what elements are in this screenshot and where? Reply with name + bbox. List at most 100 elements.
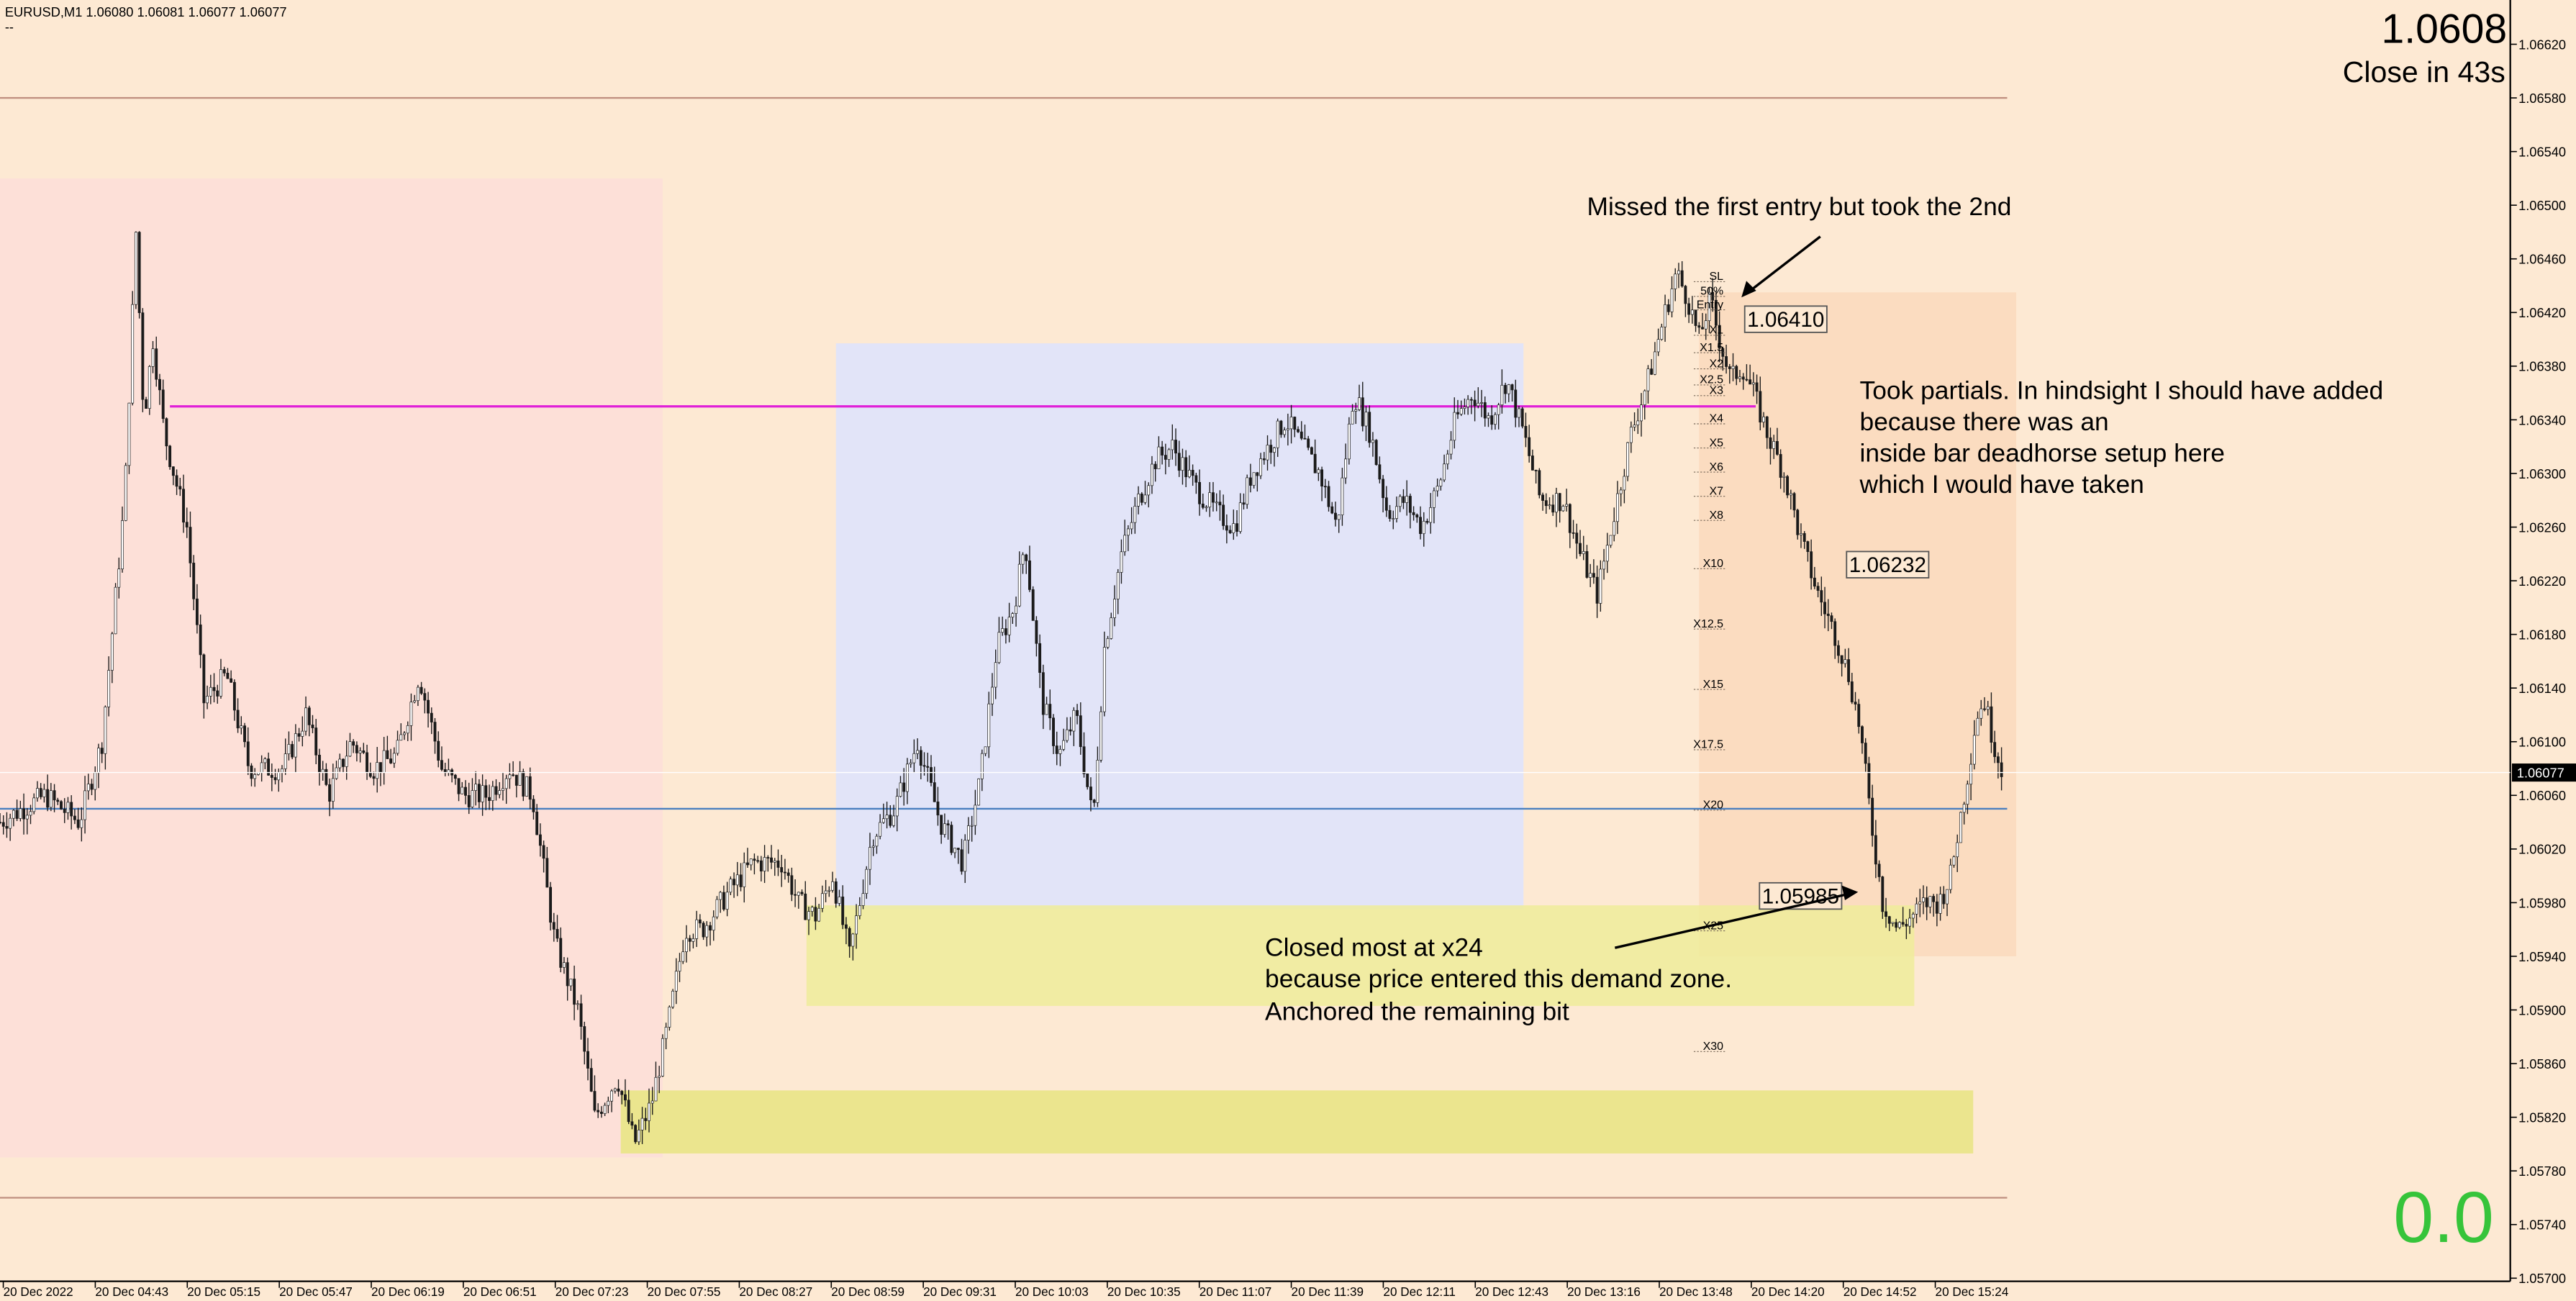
candle-body bbox=[1025, 554, 1028, 561]
candle-body bbox=[1867, 763, 1871, 799]
candle-body bbox=[1664, 304, 1667, 327]
candle-body bbox=[514, 774, 518, 786]
candle-body bbox=[1572, 532, 1575, 534]
candle-body bbox=[722, 892, 725, 910]
candle-body bbox=[168, 445, 172, 468]
x-tick-label: 20 Dec 12:43 bbox=[1475, 1285, 1548, 1299]
candle-body bbox=[1847, 659, 1851, 682]
candle-body bbox=[1915, 903, 1918, 915]
candle-body bbox=[1640, 404, 1643, 422]
candle-body bbox=[1751, 382, 1755, 385]
candle-body bbox=[491, 786, 494, 801]
candle-body bbox=[413, 700, 417, 702]
candle-body bbox=[1786, 476, 1790, 496]
candle-body bbox=[53, 790, 56, 801]
candle-body bbox=[230, 678, 233, 683]
candle-body bbox=[399, 734, 403, 741]
candle-body bbox=[1439, 479, 1443, 486]
candle-body bbox=[1256, 472, 1259, 476]
close-countdown: Close in 43s bbox=[2343, 55, 2505, 89]
x-tick-label: 20 Dec 15:24 bbox=[1936, 1285, 2009, 1299]
candle-body bbox=[226, 673, 230, 679]
candle-body bbox=[671, 990, 675, 1007]
x-tick-label: 20 Dec 14:20 bbox=[1751, 1285, 1825, 1299]
candle-body bbox=[1782, 476, 1786, 478]
candle-body bbox=[1466, 399, 1470, 407]
candle-body bbox=[1157, 446, 1161, 470]
candle-body bbox=[1802, 532, 1806, 542]
current-price-tag-layer: 1.06077 bbox=[0, 763, 2576, 782]
candle-body bbox=[304, 707, 307, 732]
zones-layer bbox=[0, 178, 2017, 1158]
y-tick-label: 1.05780 bbox=[2518, 1164, 2566, 1179]
candle-body bbox=[301, 730, 304, 737]
y-tick-label: 1.06300 bbox=[2518, 466, 2566, 481]
candle-body bbox=[209, 686, 212, 697]
candle-body bbox=[1518, 408, 1520, 418]
candle-body bbox=[1779, 454, 1782, 478]
candle-body bbox=[1337, 514, 1341, 520]
candle-body bbox=[63, 809, 66, 813]
x-tick-label: 20 Dec 13:48 bbox=[1659, 1285, 1733, 1299]
candle-body bbox=[212, 686, 216, 692]
candle-body bbox=[216, 690, 219, 697]
candle-body bbox=[1789, 493, 1792, 496]
candle-body bbox=[1629, 427, 1633, 443]
candle-body bbox=[325, 769, 328, 785]
annotation-missed-entry-line: Missed the first entry but took the 2nd bbox=[1587, 193, 2012, 221]
candle-body bbox=[42, 789, 46, 797]
candle-body bbox=[1273, 447, 1276, 453]
candle-body bbox=[423, 693, 427, 701]
candle-body bbox=[110, 633, 114, 671]
candle-body bbox=[461, 787, 464, 794]
candle-body bbox=[702, 923, 705, 938]
annotation-missed-entry: Missed the first entry but took the 2nd bbox=[1587, 193, 2012, 221]
x-tick-label: 20 Dec 10:35 bbox=[1107, 1285, 1181, 1299]
candle-body bbox=[1286, 428, 1289, 430]
candle-body bbox=[991, 686, 994, 704]
candle-body bbox=[569, 979, 573, 987]
candle-body bbox=[905, 763, 909, 792]
candle-body bbox=[1320, 469, 1324, 486]
candle-body bbox=[1279, 420, 1283, 435]
candle-body bbox=[1555, 493, 1558, 513]
candle-body bbox=[277, 771, 281, 781]
candle-body bbox=[358, 750, 362, 753]
candle-body bbox=[481, 785, 484, 802]
candle-body bbox=[1626, 442, 1630, 477]
candle-body bbox=[453, 774, 457, 779]
red-zone bbox=[0, 178, 663, 1158]
candle-body bbox=[630, 1121, 634, 1126]
candle-body bbox=[1725, 356, 1728, 367]
candle-body bbox=[232, 681, 236, 711]
candle-body bbox=[776, 860, 780, 868]
candle-body bbox=[1738, 376, 1741, 379]
candle-body bbox=[1334, 512, 1337, 520]
candle-body bbox=[1850, 681, 1854, 702]
candle-body bbox=[311, 725, 314, 728]
candle-body bbox=[1616, 493, 1619, 522]
candle-body bbox=[1677, 270, 1680, 275]
candle-body bbox=[1405, 496, 1409, 503]
candle-body bbox=[783, 871, 786, 874]
candle-body bbox=[804, 893, 807, 920]
candle-body bbox=[1490, 415, 1494, 425]
candle-body bbox=[1633, 425, 1636, 427]
candle-body bbox=[807, 911, 810, 920]
candle-body bbox=[963, 840, 967, 872]
candle-body bbox=[189, 527, 192, 563]
candle-body bbox=[467, 795, 471, 807]
candle-body bbox=[834, 881, 838, 904]
candle-body bbox=[658, 1076, 661, 1078]
candle-body bbox=[80, 819, 83, 828]
candle-body bbox=[1534, 470, 1538, 471]
annotation-partials-line-3: inside bar deadhorse setup here bbox=[1860, 439, 2225, 467]
candle-body bbox=[70, 802, 73, 817]
candle-body bbox=[1993, 742, 1997, 757]
candle-body bbox=[192, 563, 196, 599]
candle-body bbox=[1082, 746, 1086, 774]
fib-level-label: X1 bbox=[1709, 325, 1723, 337]
candle-body bbox=[1092, 799, 1096, 803]
